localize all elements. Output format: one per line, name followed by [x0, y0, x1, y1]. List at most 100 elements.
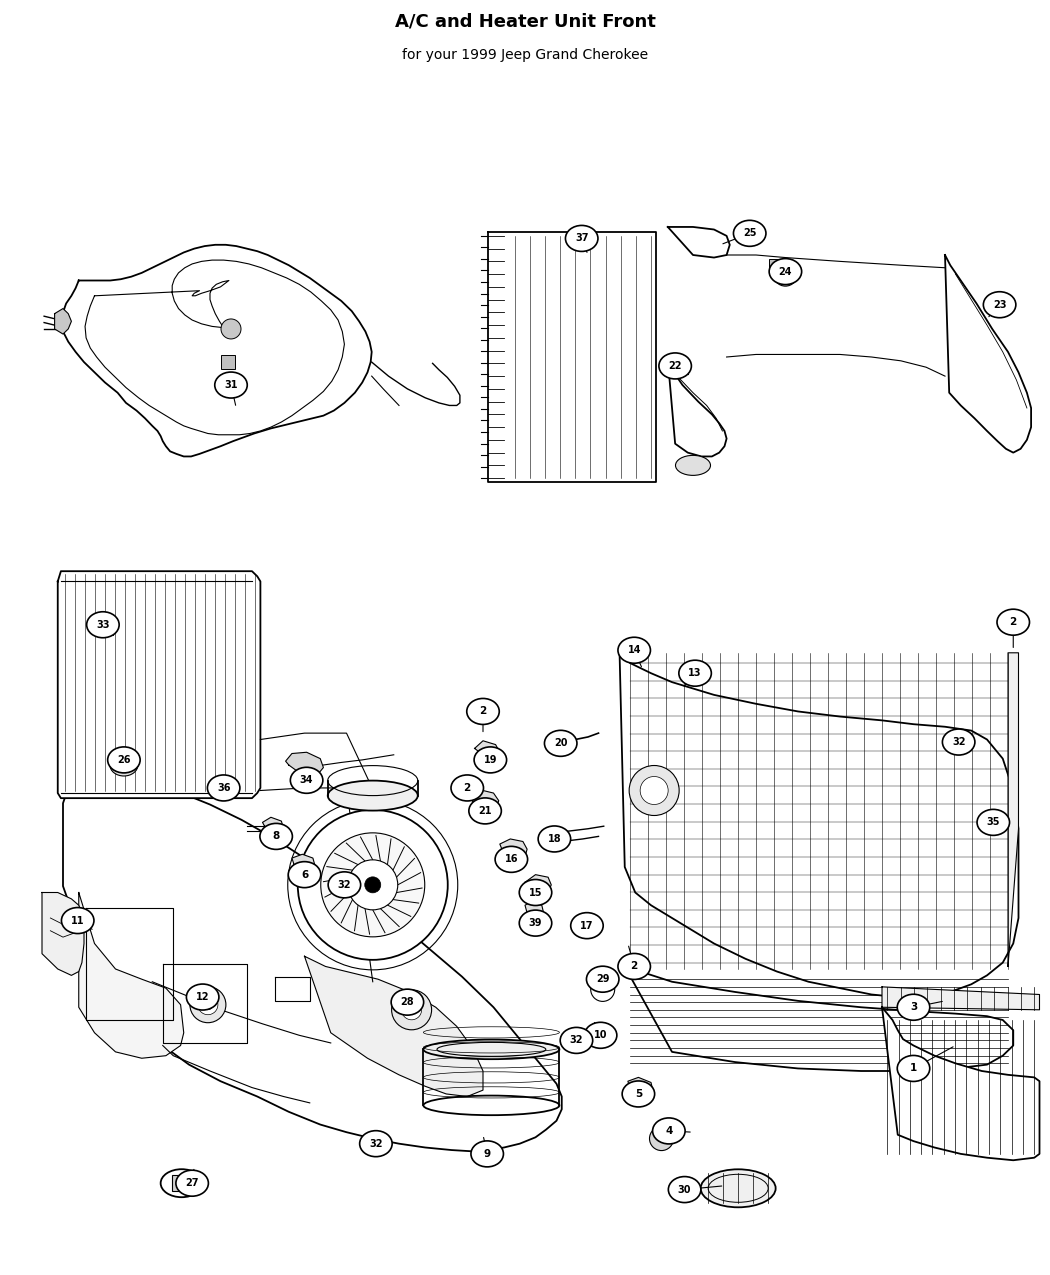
Text: 16: 16 [505, 854, 518, 864]
Ellipse shape [898, 994, 929, 1020]
Polygon shape [525, 901, 544, 918]
Text: 25: 25 [743, 228, 756, 238]
Ellipse shape [328, 780, 418, 811]
Text: 22: 22 [669, 361, 681, 371]
Ellipse shape [545, 731, 576, 756]
Polygon shape [1008, 653, 1018, 966]
Ellipse shape [219, 782, 238, 794]
Ellipse shape [496, 847, 527, 872]
Polygon shape [85, 260, 344, 435]
Text: 30: 30 [678, 1184, 691, 1195]
Text: 36: 36 [217, 783, 230, 793]
Text: 39: 39 [529, 918, 542, 928]
Ellipse shape [215, 372, 247, 398]
Ellipse shape [161, 1169, 203, 1197]
Text: 6: 6 [301, 870, 308, 880]
Polygon shape [262, 817, 284, 831]
Ellipse shape [452, 775, 483, 801]
Ellipse shape [475, 747, 506, 773]
Polygon shape [525, 875, 551, 892]
Circle shape [197, 994, 218, 1015]
Text: 2: 2 [480, 706, 486, 717]
Polygon shape [286, 752, 323, 775]
Ellipse shape [520, 880, 551, 905]
Text: 12: 12 [196, 992, 209, 1002]
Text: for your 1999 Jeep Grand Cherokee: for your 1999 Jeep Grand Cherokee [402, 48, 648, 62]
Ellipse shape [539, 826, 570, 852]
Text: 15: 15 [529, 887, 542, 898]
Circle shape [190, 987, 226, 1023]
Ellipse shape [87, 612, 119, 638]
Text: A/C and Heater Unit Front: A/C and Heater Unit Front [395, 13, 655, 31]
Text: 2: 2 [631, 961, 637, 972]
Circle shape [320, 833, 425, 937]
Ellipse shape [700, 1169, 776, 1207]
Ellipse shape [943, 729, 974, 755]
Ellipse shape [618, 638, 650, 663]
Circle shape [348, 859, 398, 910]
Bar [769, 259, 785, 272]
Polygon shape [55, 309, 71, 334]
Ellipse shape [998, 609, 1029, 635]
Ellipse shape [587, 966, 618, 992]
Ellipse shape [62, 908, 93, 933]
Bar [369, 1139, 383, 1149]
Ellipse shape [561, 1028, 592, 1053]
Ellipse shape [110, 754, 138, 776]
Polygon shape [79, 892, 184, 1058]
Text: 10: 10 [594, 1030, 607, 1040]
Text: 37: 37 [575, 233, 588, 244]
Text: 33: 33 [97, 620, 109, 630]
Bar [337, 880, 352, 890]
Polygon shape [620, 650, 1018, 997]
Ellipse shape [734, 221, 765, 246]
Text: 27: 27 [186, 1178, 198, 1188]
Text: 20: 20 [554, 738, 567, 748]
Ellipse shape [898, 1056, 929, 1081]
Text: 2: 2 [464, 783, 470, 793]
Ellipse shape [423, 1095, 560, 1116]
Ellipse shape [679, 660, 711, 686]
Circle shape [401, 1000, 422, 1020]
Ellipse shape [289, 862, 320, 887]
Ellipse shape [471, 1141, 503, 1167]
Text: 8: 8 [273, 831, 279, 842]
Text: 4: 4 [665, 1126, 673, 1136]
Ellipse shape [260, 824, 292, 849]
Text: 28: 28 [401, 997, 414, 1007]
Ellipse shape [423, 1039, 560, 1060]
Circle shape [629, 765, 679, 816]
Ellipse shape [675, 455, 711, 476]
Text: 17: 17 [581, 921, 593, 931]
Polygon shape [61, 245, 372, 456]
Text: 34: 34 [300, 775, 313, 785]
Text: 29: 29 [596, 974, 609, 984]
Ellipse shape [520, 910, 551, 936]
Text: 32: 32 [952, 737, 965, 747]
Polygon shape [625, 966, 1013, 1071]
Circle shape [298, 810, 447, 960]
Circle shape [650, 1127, 673, 1150]
Ellipse shape [659, 353, 691, 379]
Ellipse shape [176, 1170, 208, 1196]
Polygon shape [882, 1007, 1040, 1160]
Polygon shape [488, 232, 656, 482]
Polygon shape [58, 571, 260, 798]
Polygon shape [472, 790, 499, 813]
Text: 9: 9 [484, 1149, 490, 1159]
Polygon shape [500, 839, 527, 857]
Bar [220, 356, 235, 368]
Text: 21: 21 [479, 806, 491, 816]
Circle shape [591, 978, 614, 1001]
Text: 19: 19 [484, 755, 497, 765]
Text: 14: 14 [628, 645, 640, 655]
Text: 26: 26 [118, 755, 130, 765]
Text: 1: 1 [910, 1063, 917, 1074]
Text: 3: 3 [910, 1002, 917, 1012]
Ellipse shape [469, 798, 501, 824]
Polygon shape [668, 360, 727, 456]
Ellipse shape [585, 1023, 616, 1048]
Circle shape [364, 877, 381, 892]
Text: 11: 11 [71, 915, 84, 926]
Ellipse shape [653, 1118, 685, 1144]
